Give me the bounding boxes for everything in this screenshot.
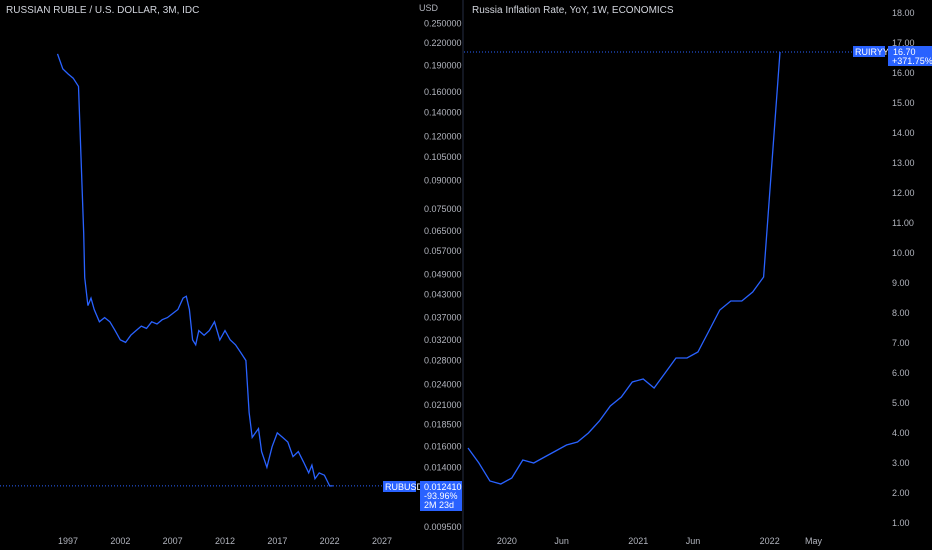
inflation-chart-pane[interactable]: Russia Inflation Rate, YoY, 1W, ECONOMIC… bbox=[464, 0, 932, 550]
time-tick-label: 2007 bbox=[163, 536, 183, 546]
value-tick-label: 7.00 bbox=[892, 338, 910, 348]
value-tick-label: 14.00 bbox=[892, 128, 915, 138]
price-tick-label: 0.190000 bbox=[424, 61, 462, 71]
inflation-change-label: +371.75% bbox=[892, 56, 932, 66]
price-tick-label: 0.024000 bbox=[424, 379, 462, 389]
price-tick-label: 0.220000 bbox=[424, 38, 462, 48]
price-tick-label: 0.021000 bbox=[424, 400, 462, 410]
rubusd-symbol-badge bbox=[383, 481, 416, 492]
price-tick-label: 0.037000 bbox=[424, 313, 462, 323]
time-tick-label: 2022 bbox=[320, 536, 340, 546]
inflation-rate-line bbox=[467, 51, 781, 485]
value-tick-label: 6.00 bbox=[892, 368, 910, 378]
value-tick-label: 18.00 bbox=[892, 8, 915, 18]
value-tick-label: 3.00 bbox=[892, 458, 910, 468]
price-tick-label: 0.140000 bbox=[424, 108, 462, 118]
time-tick-label: 2017 bbox=[267, 536, 287, 546]
rubusd-price-axis: 0.250000 0.220000 0.190000 0.160000 0.140000… bbox=[424, 18, 462, 532]
value-tick-label: 17.00 bbox=[892, 38, 915, 48]
inflation-value-badge-box bbox=[888, 46, 932, 66]
value-tick-label: 15.00 bbox=[892, 98, 915, 108]
inflation-value-badge: RUIRYY 16.70 +371.75% bbox=[853, 46, 932, 66]
price-tick-label: 0.075000 bbox=[424, 204, 462, 214]
time-tick-label: 2020 bbox=[497, 536, 517, 546]
value-tick-label: 1.00 bbox=[892, 518, 910, 528]
value-tick-label: 5.00 bbox=[892, 398, 910, 408]
price-tick-label: 0.049000 bbox=[424, 269, 462, 279]
value-tick-label: 4.00 bbox=[892, 428, 910, 438]
rubusd-change-label: -93.96% bbox=[424, 491, 458, 501]
inflation-symbol-label: RUIRYY bbox=[855, 47, 889, 57]
value-tick-label: 13.00 bbox=[892, 158, 915, 168]
time-tick-label: Jun bbox=[554, 536, 569, 546]
inflation-chart-canvas[interactable]: 18.00 17.00 16.00 15.00 14.00 13.00 12.00 11.00… bbox=[464, 0, 932, 550]
value-tick-label: 12.00 bbox=[892, 188, 915, 198]
price-tick-label: 0.250000 bbox=[424, 18, 462, 28]
rubusd-value-badge bbox=[420, 481, 462, 511]
pane-divider[interactable] bbox=[462, 0, 464, 550]
rubusd-price-badge: RUBUSD 0.012410 -93.96% 2M 23d bbox=[383, 481, 462, 511]
rubusd-chart-title: RUSSIAN RUBLE / U.S. DOLLAR, 3M, IDC bbox=[6, 5, 200, 16]
price-tick-label: 0.043000 bbox=[424, 289, 462, 299]
inflation-value-axis: 18.00 17.00 16.00 15.00 14.00 13.00 12.00 11.00… bbox=[892, 8, 915, 528]
price-tick-label: 0.160000 bbox=[424, 87, 462, 97]
price-tick-label: 0.016000 bbox=[424, 442, 462, 452]
price-tick-label: 0.032000 bbox=[424, 335, 462, 345]
price-tick-label: 0.018500 bbox=[424, 419, 462, 429]
value-tick-label: 9.00 bbox=[892, 278, 910, 288]
time-tick-label: 2012 bbox=[215, 536, 235, 546]
price-tick-label: 0.120000 bbox=[424, 131, 462, 141]
time-tick-label: 2022 bbox=[760, 536, 780, 546]
value-tick-label: 2.00 bbox=[892, 488, 910, 498]
time-tick-label: 2027 bbox=[372, 536, 392, 546]
rubusd-countdown-label: 2M 23d bbox=[424, 500, 454, 510]
price-tick-label: 0.057000 bbox=[424, 246, 462, 256]
rubusd-chart-pane[interactable]: RUSSIAN RUBLE / U.S. DOLLAR, 3M, IDC 0.2… bbox=[0, 0, 462, 550]
value-tick-label: 11.00 bbox=[892, 218, 914, 228]
currency-label: USD bbox=[419, 3, 439, 13]
price-tick-label: 0.105000 bbox=[424, 152, 462, 162]
rubusd-price-line bbox=[56, 53, 333, 487]
value-tick-label: 16.00 bbox=[892, 68, 915, 78]
inflation-symbol-badge bbox=[853, 46, 885, 57]
time-tick-label: 1997 bbox=[58, 536, 78, 546]
price-tick-label: 0.090000 bbox=[424, 176, 462, 186]
inflation-chart-title: Russia Inflation Rate, YoY, 1W, ECONOMIC… bbox=[472, 5, 674, 16]
time-tick-label: 2021 bbox=[628, 536, 648, 546]
time-tick-label: 2002 bbox=[110, 536, 130, 546]
inflation-time-axis: 2020 Jun 2021 Jun 2022 May bbox=[497, 536, 823, 546]
time-tick-label: May bbox=[805, 536, 823, 546]
value-tick-label: 10.00 bbox=[892, 248, 915, 258]
price-tick-label: 0.028000 bbox=[424, 356, 462, 366]
time-tick-label: Jun bbox=[686, 536, 701, 546]
price-tick-label: 0.009500 bbox=[424, 522, 462, 532]
price-tick-label: 0.065000 bbox=[424, 226, 462, 236]
rubusd-chart-canvas[interactable]: 0.250000 0.220000 0.190000 0.160000 0.140000… bbox=[0, 0, 462, 550]
rubusd-symbol-label: RUBUSD bbox=[385, 482, 424, 492]
inflation-value-label: 16.70 bbox=[893, 47, 916, 57]
value-tick-label: 8.00 bbox=[892, 308, 910, 318]
rubusd-time-axis: 1997 2002 2007 2012 2017 2022 2027 bbox=[58, 536, 392, 546]
price-tick-label: 0.014000 bbox=[424, 462, 462, 472]
rubusd-value-label: 0.012410 bbox=[424, 482, 462, 492]
